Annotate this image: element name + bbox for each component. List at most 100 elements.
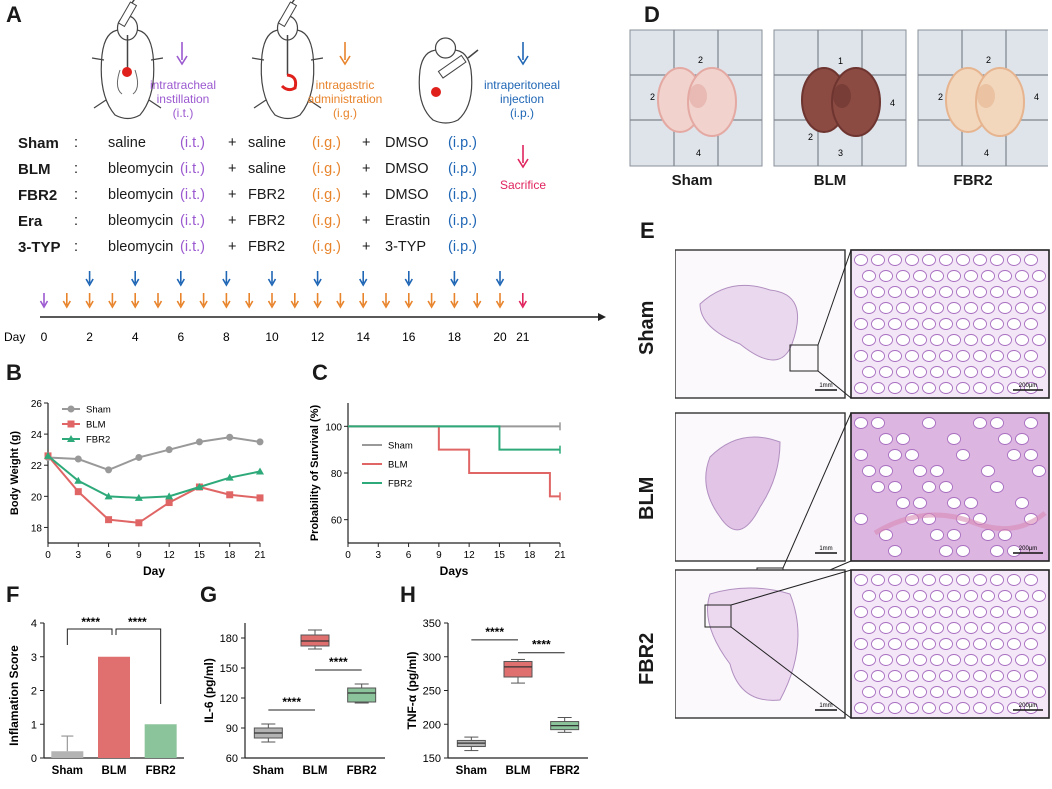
alveolus bbox=[939, 318, 953, 330]
alveolus bbox=[896, 654, 910, 666]
x-tick-label: Sham bbox=[52, 765, 83, 777]
plus-sign: + bbox=[228, 161, 237, 177]
x-tick-label: 12 bbox=[164, 550, 176, 561]
ruler-number: 2 bbox=[986, 55, 991, 65]
alveolus bbox=[905, 286, 919, 298]
data-point bbox=[165, 499, 173, 507]
ig-dose-arrow-head bbox=[336, 300, 345, 309]
y-axis-title: Probability of Survival (%) bbox=[309, 405, 321, 542]
alveolus bbox=[1032, 465, 1046, 477]
alveolus bbox=[862, 270, 876, 282]
alveolus bbox=[981, 302, 995, 314]
ig-dose-arrow-head bbox=[199, 300, 208, 309]
alveolus bbox=[1007, 350, 1021, 362]
alveolus bbox=[922, 417, 936, 429]
ig-dose-arrow-head bbox=[450, 300, 459, 309]
histology-row-label-blm: BLM bbox=[636, 476, 658, 520]
y-axis-title: IL-6 (pg/ml) bbox=[202, 658, 216, 723]
alveolus bbox=[854, 350, 868, 362]
alveolus bbox=[998, 334, 1012, 346]
alveolus bbox=[862, 622, 876, 634]
alveolus bbox=[913, 686, 927, 698]
alveolus bbox=[871, 574, 885, 586]
timeline-arrowhead bbox=[598, 313, 606, 321]
alveolus bbox=[913, 302, 927, 314]
alveolus bbox=[973, 318, 987, 330]
ip-dose-arrow-head bbox=[313, 278, 322, 287]
alveolus bbox=[905, 382, 919, 394]
alveolus bbox=[1024, 449, 1038, 461]
alveolus bbox=[1024, 350, 1038, 362]
alveolus bbox=[1015, 654, 1029, 666]
zoom-connector bbox=[817, 249, 852, 346]
alveolus bbox=[888, 318, 902, 330]
alveolus bbox=[930, 654, 944, 666]
alveolus bbox=[964, 334, 978, 346]
y-tick-label: 180 bbox=[220, 633, 238, 645]
alveolus bbox=[1032, 590, 1046, 602]
x-tick-label: 0 bbox=[45, 550, 51, 561]
data-point bbox=[226, 433, 234, 441]
alveolus bbox=[964, 302, 978, 314]
ip-dose-arrow-head bbox=[176, 278, 185, 287]
alveolus bbox=[913, 366, 927, 378]
data-point bbox=[74, 488, 82, 496]
panel-label-h: H bbox=[400, 582, 416, 607]
timeline-tick-label: 21 bbox=[516, 330, 530, 344]
alveolus bbox=[1007, 254, 1021, 266]
timeline-tick-label: 6 bbox=[177, 330, 184, 344]
x-tick-label: BLM bbox=[102, 765, 127, 777]
alveolus bbox=[1024, 417, 1038, 429]
alveolus bbox=[930, 270, 944, 282]
ig-dose-arrow-head bbox=[313, 300, 322, 309]
alveolus bbox=[1024, 254, 1038, 266]
alveolus bbox=[1032, 302, 1046, 314]
x-tick-label: 6 bbox=[406, 550, 412, 561]
separator: : bbox=[74, 187, 79, 203]
ip-abbr: (i.p.) bbox=[448, 161, 477, 177]
alveolus bbox=[1007, 670, 1021, 682]
alveolus bbox=[922, 286, 936, 298]
it-arrow-icon bbox=[176, 42, 188, 66]
it-abbr: (i.t.) bbox=[180, 187, 205, 203]
legend-marker bbox=[67, 435, 75, 442]
alveolus bbox=[939, 382, 953, 394]
alveolus bbox=[862, 302, 876, 314]
y-tick-label: 200 bbox=[423, 719, 441, 731]
y-tick-label: 3 bbox=[31, 652, 37, 664]
x-tick-label: 9 bbox=[436, 550, 442, 561]
alveolus bbox=[922, 574, 936, 586]
bar-fbr2 bbox=[144, 724, 177, 758]
alveolus bbox=[922, 670, 936, 682]
alveolus bbox=[964, 590, 978, 602]
alveolus bbox=[879, 465, 893, 477]
alveolus bbox=[947, 366, 961, 378]
alveolus bbox=[981, 529, 995, 541]
alveolus bbox=[1024, 574, 1038, 586]
legend-label: FBR2 bbox=[388, 479, 412, 490]
timeline-tick-label: 8 bbox=[223, 330, 230, 344]
significance-bracket bbox=[115, 628, 162, 704]
treatment-timeline: Day 0 2 4 6 8 10 12 14 16 18 20 21 bbox=[4, 271, 606, 344]
alveolus bbox=[854, 254, 868, 266]
plus-sign: + bbox=[362, 239, 371, 255]
plus-sign: + bbox=[362, 135, 371, 151]
alveolus bbox=[1007, 574, 1021, 586]
panel-label-c: C bbox=[312, 360, 328, 385]
alveolus bbox=[854, 286, 868, 298]
y-axis-title: Body Weight (g) bbox=[9, 431, 21, 515]
alveolus bbox=[947, 529, 961, 541]
plus-sign: + bbox=[228, 213, 237, 229]
y-tick-label: 150 bbox=[423, 753, 441, 765]
alveolus bbox=[1032, 270, 1046, 282]
survival-curve-fbr2 bbox=[348, 425, 560, 451]
alveolus bbox=[1015, 590, 1029, 602]
mouse-it-icon bbox=[91, 0, 164, 120]
alveolus bbox=[879, 270, 893, 282]
ip-agent: DMSO bbox=[385, 161, 429, 177]
alveolus bbox=[1024, 318, 1038, 330]
alveolus bbox=[1032, 654, 1046, 666]
group-name: Era bbox=[18, 213, 43, 230]
y-tick-label: 350 bbox=[423, 618, 441, 630]
mouse-illustrations bbox=[91, 0, 479, 124]
